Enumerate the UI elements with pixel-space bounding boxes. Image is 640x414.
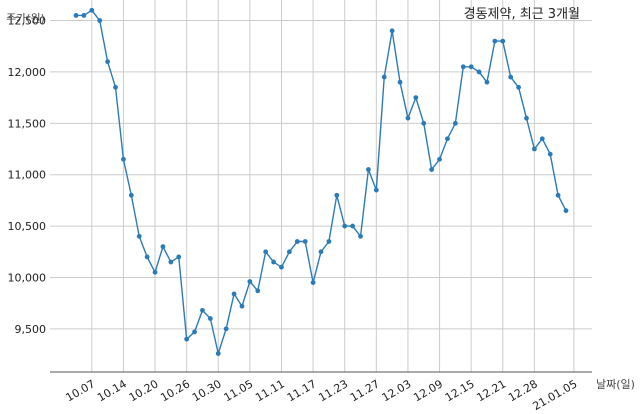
data-point <box>539 136 545 142</box>
data-point <box>460 64 466 70</box>
data-points <box>73 7 569 356</box>
y-tick-label: 10,000 <box>8 271 47 284</box>
data-point <box>476 69 482 75</box>
data-point <box>366 167 371 172</box>
x-tick-label: 10.14 <box>95 377 129 404</box>
data-point <box>128 192 134 198</box>
data-point <box>334 192 340 198</box>
data-point <box>263 249 269 255</box>
x-axis-label: 날짜(일) <box>596 377 635 391</box>
x-tick-label: 12.09 <box>411 377 445 404</box>
data-point <box>176 254 182 260</box>
x-tick-labels: 10.0710.1410.2010.2610.3011.0511.1111.17… <box>64 377 580 413</box>
data-point <box>547 151 553 157</box>
data-point <box>271 259 276 265</box>
x-tick-label: 21.01.05 <box>530 377 579 413</box>
data-point <box>350 223 356 229</box>
data-point <box>105 59 111 65</box>
data-point <box>413 95 419 101</box>
data-point <box>152 269 158 275</box>
data-point <box>144 254 150 260</box>
data-point <box>255 288 261 294</box>
y-tick-label: 12,500 <box>8 15 47 28</box>
data-point <box>381 74 387 80</box>
chart-title: 경동제약, 최근 3개월 <box>464 7 580 22</box>
data-point <box>231 291 237 297</box>
data-point <box>215 351 221 356</box>
data-point <box>121 156 126 162</box>
x-tick-label: 10.07 <box>64 377 98 404</box>
data-point <box>500 38 506 44</box>
data-point <box>160 244 166 250</box>
y-tick-label: 11,000 <box>8 169 47 182</box>
data-point <box>81 13 87 18</box>
data-point <box>113 84 118 90</box>
x-tick-label: 12.03 <box>380 377 414 404</box>
data-point <box>342 223 348 229</box>
data-point <box>168 259 174 265</box>
data-point <box>421 120 427 126</box>
y-tick-labels: 9,500 10,000 10,500 11,000 11,500 12,000 12,50… <box>8 15 47 336</box>
data-point <box>279 264 284 270</box>
data-point <box>484 79 490 85</box>
x-tick-label: 11.11 <box>253 377 287 404</box>
x-tick-label: 11.17 <box>285 377 319 404</box>
data-point <box>223 326 229 332</box>
data-point <box>89 7 95 13</box>
data-point <box>555 192 561 198</box>
data-point <box>247 279 253 284</box>
x-tick-label: 10.26 <box>158 377 192 404</box>
data-point <box>136 233 142 239</box>
data-point <box>389 28 395 34</box>
data-point <box>358 233 363 239</box>
data-point <box>73 13 79 18</box>
data-point <box>294 239 300 244</box>
x-tick-label: 10.20 <box>127 377 161 404</box>
data-point <box>318 249 324 255</box>
y-gridlines <box>50 20 592 330</box>
y-axis-label: 주가(원) <box>6 12 45 25</box>
y-tick-label: 9,500 <box>15 323 47 336</box>
x-tick-label: 10.30 <box>190 377 224 404</box>
data-point <box>508 74 514 80</box>
series-line <box>76 9 567 357</box>
x-tick-label: 12.15 <box>443 377 477 404</box>
data-point <box>302 239 308 244</box>
data-point <box>310 280 316 285</box>
data-point <box>492 38 498 44</box>
x-tick-label: 11.05 <box>222 377 256 404</box>
data-point <box>531 146 537 152</box>
data-point <box>516 84 521 90</box>
data-point <box>524 115 529 121</box>
data-point <box>184 336 190 342</box>
data-point <box>429 167 435 172</box>
data-point <box>239 303 245 309</box>
data-point <box>397 79 403 85</box>
x-tick-label: 11.27 <box>348 377 382 404</box>
data-point <box>437 156 442 162</box>
data-point <box>468 64 474 70</box>
y-tick-label: 12,000 <box>8 66 47 79</box>
data-point <box>452 120 458 126</box>
y-tick-label: 10,500 <box>8 220 47 233</box>
data-point <box>405 115 411 121</box>
data-point <box>563 208 569 214</box>
y-tick-label: 11,500 <box>8 117 47 130</box>
x-tick-label: 11.23 <box>316 377 350 404</box>
data-point <box>97 18 103 23</box>
data-point <box>445 136 450 142</box>
data-point <box>192 329 197 335</box>
data-point <box>200 307 205 313</box>
data-point <box>326 239 332 244</box>
x-gridlines <box>91 0 575 372</box>
data-point <box>373 187 379 193</box>
data-point <box>207 316 213 321</box>
data-point <box>286 249 292 255</box>
x-tick-label: 12.21 <box>474 377 508 404</box>
